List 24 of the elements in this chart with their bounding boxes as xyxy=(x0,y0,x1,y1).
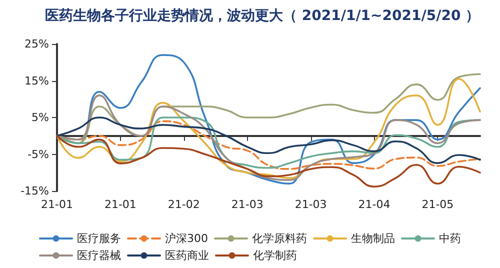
line-series xyxy=(56,134,481,188)
x-tick-label: 21-01 xyxy=(104,198,136,211)
x-tick-label: 21-05 xyxy=(422,198,454,211)
legend-label: 医疗器械 xyxy=(77,249,121,262)
legend-label: 医疗服务 xyxy=(77,232,121,245)
line-series xyxy=(56,78,481,180)
x-tick-label: 21-03 xyxy=(294,198,327,211)
legend-label: 化学原料药 xyxy=(252,232,307,245)
y-tick-label: 25% xyxy=(24,38,49,50)
x-tick-label: 21-02 xyxy=(168,198,200,211)
y-tick-label: 5% xyxy=(32,111,49,124)
legend-label: 生物制品 xyxy=(351,232,395,245)
line-series xyxy=(56,94,481,181)
y-tick-label: 15% xyxy=(24,74,49,88)
chart-title: 医药生物各子行业走势情况，波动更大（ 2021/1/1~2021/5/20 ） xyxy=(45,8,480,24)
legend-label: 沪深300 xyxy=(165,232,208,245)
x-tick-label: 21-04 xyxy=(358,198,390,211)
legend-label: 化学制药 xyxy=(253,249,297,262)
y-tick-label: -5% xyxy=(28,148,49,161)
legend-label: 医药商业 xyxy=(165,249,209,262)
y-tick-label: -15% xyxy=(20,184,49,198)
x-tick-label: 21-03 xyxy=(231,198,264,211)
legend-label: 中药 xyxy=(439,232,461,245)
x-tick-label: 21-01 xyxy=(41,198,73,211)
